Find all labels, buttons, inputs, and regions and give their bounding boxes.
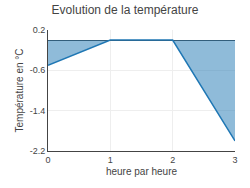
svg-text:3: 3 [232, 155, 237, 165]
svg-text:-1.4: -1.4 [30, 106, 46, 116]
svg-text:0: 0 [45, 155, 50, 165]
svg-text:Evolution de la température: Evolution de la température [52, 3, 199, 17]
svg-text:0.2: 0.2 [33, 25, 46, 35]
svg-text:-0.6: -0.6 [30, 65, 46, 75]
svg-text:Température en °C: Température en °C [14, 48, 25, 132]
svg-text:-2.2: -2.2 [30, 146, 46, 156]
svg-text:heure par heure: heure par heure [106, 166, 178, 177]
svg-text:1: 1 [108, 155, 113, 165]
svg-text:2: 2 [170, 155, 175, 165]
